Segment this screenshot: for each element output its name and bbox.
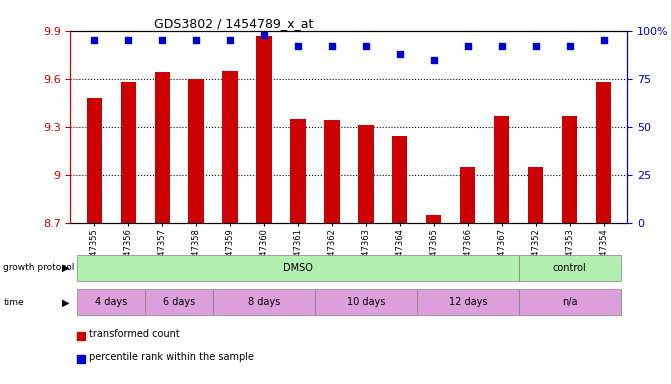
Point — [360, 43, 371, 49]
Bar — [256, 36, 272, 223]
Bar — [417, 290, 519, 315]
Bar — [222, 71, 238, 223]
Bar — [426, 215, 442, 223]
Text: growth protocol: growth protocol — [3, 263, 74, 272]
Text: time: time — [3, 298, 24, 307]
Point — [497, 43, 507, 49]
Point — [564, 43, 575, 49]
Bar — [154, 72, 170, 223]
Bar — [121, 82, 136, 223]
Bar — [189, 79, 204, 223]
Point — [395, 51, 405, 57]
Bar — [315, 290, 417, 315]
Text: GDS3802 / 1454789_x_at: GDS3802 / 1454789_x_at — [154, 17, 313, 30]
Point — [89, 37, 99, 43]
Text: 10 days: 10 days — [347, 297, 385, 308]
Text: transformed count: transformed count — [89, 329, 179, 339]
Point — [429, 56, 440, 63]
Bar — [77, 255, 519, 281]
Text: ▶: ▶ — [62, 297, 69, 308]
Text: percentile rank within the sample: percentile rank within the sample — [89, 352, 254, 362]
Text: control: control — [553, 263, 586, 273]
Point — [327, 43, 338, 49]
Point — [599, 37, 609, 43]
Point — [123, 37, 134, 43]
Point — [293, 43, 303, 49]
Text: 8 days: 8 days — [248, 297, 280, 308]
Bar — [393, 136, 407, 223]
Text: DMSO: DMSO — [283, 263, 313, 273]
Bar — [87, 98, 102, 223]
Bar — [562, 116, 577, 223]
Point — [258, 31, 269, 38]
Text: ▶: ▶ — [62, 263, 69, 273]
Text: 6 days: 6 days — [163, 297, 195, 308]
Bar — [358, 125, 374, 223]
Bar — [519, 255, 621, 281]
Bar — [291, 119, 305, 223]
Bar — [519, 290, 621, 315]
Bar — [494, 116, 509, 223]
Text: 12 days: 12 days — [448, 297, 487, 308]
Bar — [324, 120, 340, 223]
Text: n/a: n/a — [562, 297, 578, 308]
Bar — [596, 82, 611, 223]
Text: 4 days: 4 days — [95, 297, 127, 308]
Bar — [460, 167, 476, 223]
Bar — [528, 167, 544, 223]
Bar — [213, 290, 315, 315]
Point — [462, 43, 473, 49]
Point — [225, 37, 236, 43]
Point — [530, 43, 541, 49]
Point — [157, 37, 168, 43]
Point — [191, 37, 201, 43]
Bar — [77, 290, 145, 315]
Bar — [145, 290, 213, 315]
